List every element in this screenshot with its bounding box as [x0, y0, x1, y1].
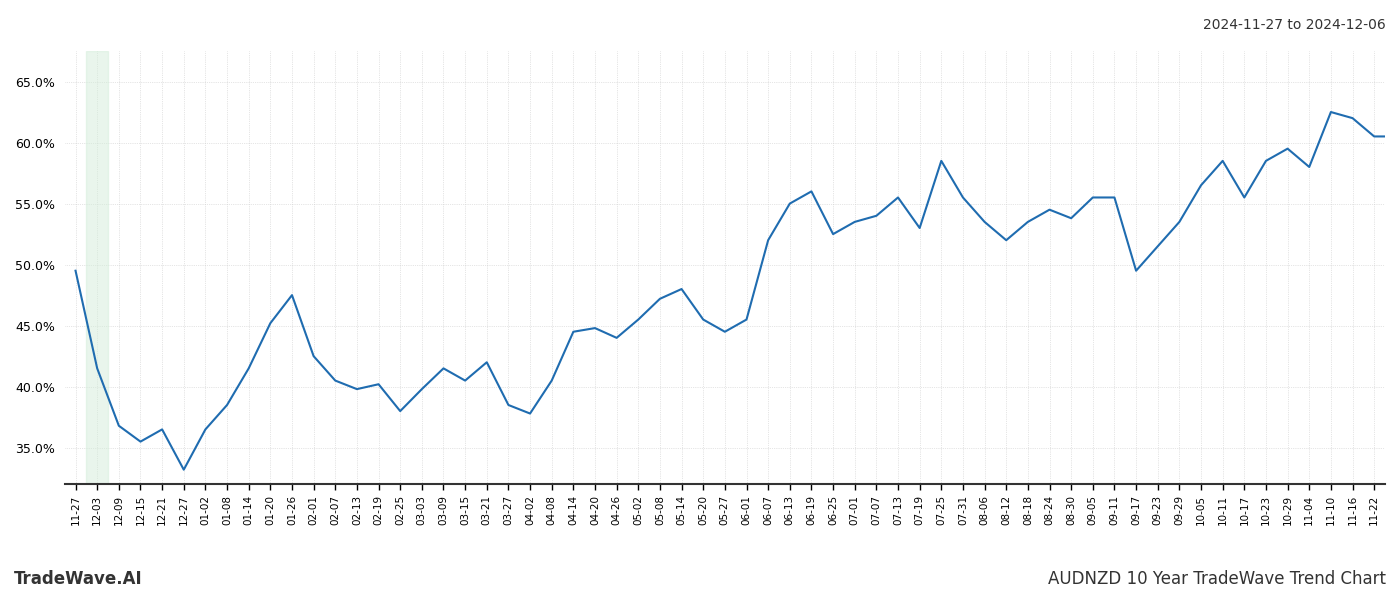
- Text: 2024-11-27 to 2024-12-06: 2024-11-27 to 2024-12-06: [1203, 18, 1386, 32]
- Bar: [87, 51, 108, 484]
- Text: AUDNZD 10 Year TradeWave Trend Chart: AUDNZD 10 Year TradeWave Trend Chart: [1049, 570, 1386, 588]
- Text: TradeWave.AI: TradeWave.AI: [14, 570, 143, 588]
